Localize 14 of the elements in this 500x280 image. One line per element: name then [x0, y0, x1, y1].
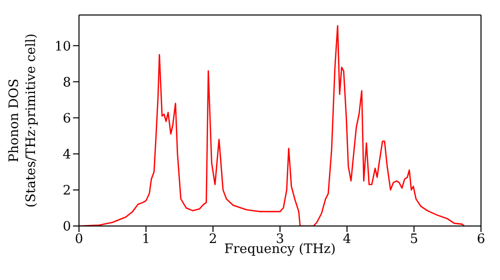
x-tick-label: 0	[74, 232, 84, 248]
x-tick-label: 6	[476, 232, 486, 248]
y-tick-label: 0	[62, 220, 71, 235]
y-tick-label: 6	[62, 111, 71, 126]
x-tick-label: 4	[342, 232, 352, 248]
y-axis-title: Phonon DOS (States/THz·primitive cell)	[7, 33, 39, 208]
y-tick-label: 8	[62, 75, 71, 90]
x-tick-label: 2	[208, 232, 218, 248]
y-tick-label: 2	[62, 184, 71, 199]
y-tick-label: 10	[54, 39, 71, 54]
x-tick-label: 5	[410, 232, 418, 248]
y-tick-label: 4	[62, 147, 71, 162]
line-series	[79, 25, 465, 226]
x-tick-label: 1	[142, 232, 150, 248]
